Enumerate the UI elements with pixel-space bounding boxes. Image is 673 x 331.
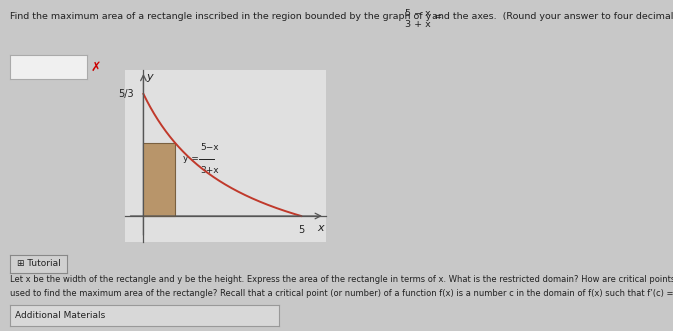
Bar [143, 143, 175, 216]
Text: 5 − x: 5 − x [405, 9, 431, 18]
Text: used to find the maximum area of the rectangle? Recall that a critical point (or: used to find the maximum area of the rec… [10, 289, 673, 298]
Text: 5−x: 5−x [200, 143, 219, 152]
Text: and the axes.  (Round your answer to four decimal places.): and the axes. (Round your answer to four… [429, 12, 673, 21]
Text: ✗: ✗ [91, 61, 102, 74]
Text: Additional Materials: Additional Materials [15, 311, 105, 320]
Text: y =: y = [183, 154, 201, 164]
Text: 3+x: 3+x [200, 166, 219, 175]
Text: Let x be the width of the rectangle and y be the height. Express the area of the: Let x be the width of the rectangle and … [10, 275, 673, 284]
Text: 3 + x: 3 + x [405, 20, 431, 29]
Text: ⊞ Tutorial: ⊞ Tutorial [17, 260, 61, 268]
Text: 5/3: 5/3 [118, 89, 134, 99]
Text: x: x [317, 223, 324, 233]
Text: Find the maximum area of a rectangle inscribed in the region bounded by the grap: Find the maximum area of a rectangle ins… [10, 12, 446, 21]
Text: y: y [147, 72, 153, 82]
Text: 5: 5 [298, 225, 304, 235]
